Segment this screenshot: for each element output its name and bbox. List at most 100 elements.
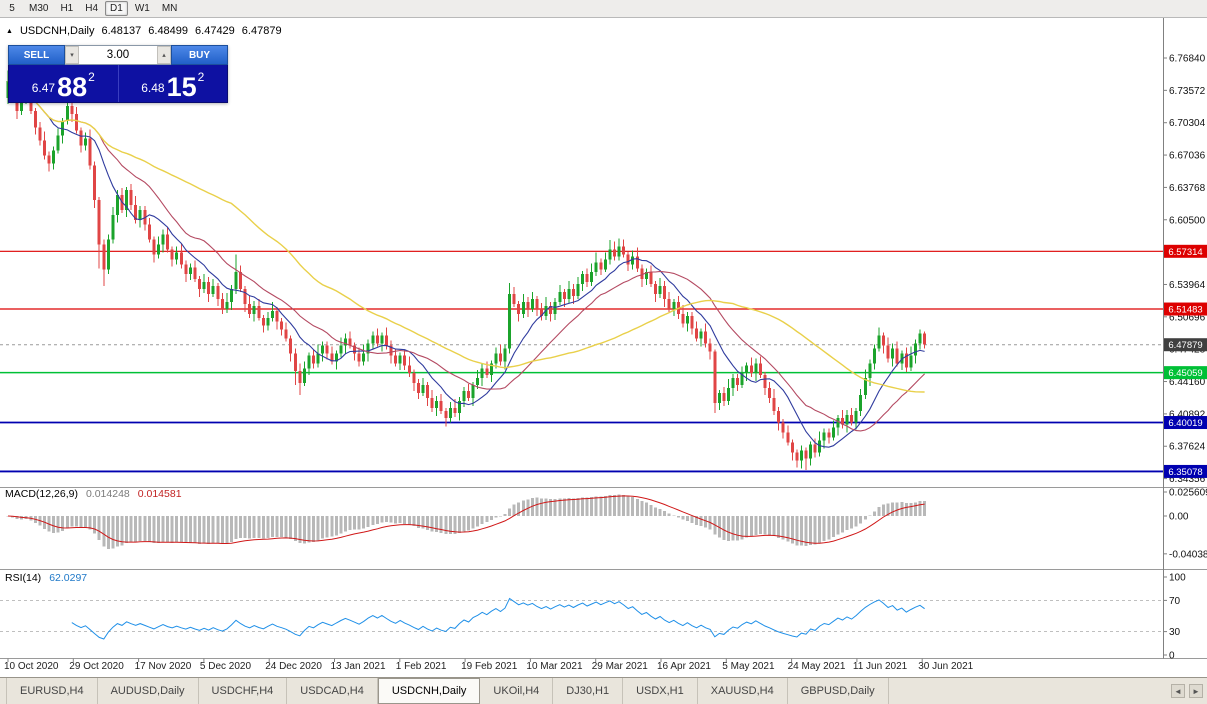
candle-body bbox=[407, 365, 411, 374]
chart-tab-AUDUSD-Daily[interactable]: AUDUSD,Daily bbox=[98, 678, 199, 704]
candle-body bbox=[891, 348, 895, 359]
chart-tab-UKOil-H4[interactable]: UKOil,H4 bbox=[480, 678, 554, 704]
price-axis-label: 6.70304 bbox=[1169, 118, 1206, 129]
candle-body bbox=[312, 355, 316, 364]
macd-signal-line bbox=[7, 495, 925, 544]
candle-body bbox=[562, 292, 566, 299]
buy-price-sup: 2 bbox=[197, 70, 205, 84]
price-level-badge bbox=[1164, 338, 1207, 352]
chart-tab-USDCHF-H4[interactable]: USDCHF,H4 bbox=[199, 678, 288, 704]
candle-body bbox=[375, 335, 379, 344]
candle-body bbox=[147, 224, 151, 240]
candle-body bbox=[909, 355, 913, 368]
price-level-badge-text: 6.47879 bbox=[1168, 340, 1202, 351]
ohlc-open: 6.48137 bbox=[101, 25, 142, 37]
candle-body bbox=[115, 195, 119, 215]
candle-body bbox=[576, 284, 580, 296]
candle-body bbox=[603, 259, 607, 270]
candle-body bbox=[672, 301, 676, 309]
price-axis-label: 6.76840 bbox=[1169, 54, 1206, 65]
symbol-name: USDCNH,Daily bbox=[19, 25, 95, 37]
date-axis-label: 19 Feb 2021 bbox=[461, 661, 518, 672]
candle-body bbox=[129, 190, 133, 205]
candle-body bbox=[234, 272, 238, 290]
chart-tab-USDCNH-Daily[interactable]: USDCNH,Daily bbox=[377, 678, 481, 704]
candle-body bbox=[745, 365, 749, 374]
timeframe-button-W1[interactable]: W1 bbox=[130, 1, 155, 16]
candle-body bbox=[786, 432, 790, 443]
volume-input[interactable]: 3.00 bbox=[106, 49, 130, 61]
candle-body bbox=[882, 335, 886, 346]
timeframe-button-D1[interactable]: D1 bbox=[105, 1, 128, 16]
chart-tab-XAUUSD-H4[interactable]: XAUUSD,H4 bbox=[698, 678, 788, 704]
chart-tab-DJ30-H1[interactable]: DJ30,H1 bbox=[553, 678, 624, 704]
date-axis-label: 30 Jun 2021 bbox=[918, 661, 974, 672]
candle-body bbox=[15, 97, 19, 111]
date-axis[interactable]: 10 Oct 2020 29 Oct 2020 17 Nov 2020 5 Dec 2… bbox=[0, 660, 1163, 674]
candle-body bbox=[20, 96, 24, 111]
timeframe-button-H1[interactable]: H1 bbox=[55, 1, 78, 16]
candle-body bbox=[754, 363, 758, 374]
candle-body bbox=[512, 294, 516, 304]
candle-body bbox=[795, 452, 799, 461]
tabs-scroll-left-icon[interactable]: ◄ bbox=[1171, 684, 1185, 698]
candle-body bbox=[713, 351, 717, 403]
price-axis-label: 6.50696 bbox=[1169, 312, 1206, 323]
chart-tab-USDX-H1[interactable]: USDX,H1 bbox=[623, 678, 698, 704]
candle-body bbox=[170, 249, 174, 260]
candle-body bbox=[325, 345, 329, 354]
moving-average-line bbox=[7, 80, 925, 432]
timeframe-button-MN[interactable]: MN bbox=[157, 1, 183, 16]
chart-tab-USDCAD-H4[interactable]: USDCAD,H4 bbox=[287, 678, 378, 704]
candle-body bbox=[353, 345, 357, 354]
candle-body bbox=[530, 298, 534, 309]
candle-body bbox=[581, 274, 585, 285]
timeframe-button-5[interactable]: 5 bbox=[2, 1, 22, 16]
candle-body bbox=[111, 214, 115, 240]
timeframe-button-H4[interactable]: H4 bbox=[80, 1, 103, 16]
chart-tab-EURUSD-H4[interactable]: EURUSD,H4 bbox=[6, 678, 98, 704]
date-axis-label: 10 Oct 2020 bbox=[4, 661, 59, 672]
candle-body bbox=[904, 353, 908, 368]
chart-window: 6.76840 6.73572 6.70304 6.67036 6.63768 6.605… bbox=[0, 18, 1207, 677]
volume-increase-icon[interactable]: ▴ bbox=[157, 46, 171, 64]
candle-body bbox=[239, 272, 243, 290]
tabs-scroll-right-icon[interactable]: ► bbox=[1189, 684, 1203, 698]
candle-body bbox=[453, 407, 457, 413]
buy-button[interactable]: BUY bbox=[171, 45, 228, 65]
date-axis-label: 5 Dec 2020 bbox=[199, 661, 252, 672]
volume-decrease-icon[interactable]: ▾ bbox=[65, 46, 79, 64]
candle-body bbox=[644, 272, 648, 280]
candle-body bbox=[435, 400, 439, 408]
candle-body bbox=[252, 305, 256, 314]
chart-tab-bar: EURUSD,H4 AUDUSD,Daily USDCHF,H4 USDCAD,H4 U… bbox=[0, 677, 1207, 704]
candle-body bbox=[339, 345, 343, 354]
rsi-name: RSI(14) bbox=[5, 572, 42, 584]
candle-body bbox=[822, 432, 826, 441]
rsi-line bbox=[71, 597, 925, 640]
candle-body bbox=[403, 355, 407, 366]
macd-name: MACD(12,26,9) bbox=[5, 488, 78, 500]
timeframe-button-M30[interactable]: M30 bbox=[24, 1, 53, 16]
date-axis-label: 11 Jun 2021 bbox=[852, 661, 908, 672]
candles-layer bbox=[6, 70, 927, 471]
chart-tabs: EURUSD,H4 AUDUSD,Daily USDCHF,H4 USDCAD,H4 U… bbox=[0, 678, 1207, 704]
candle-body bbox=[88, 138, 92, 166]
candle-body bbox=[243, 289, 247, 304]
chart-tab-GBPUSD-Daily[interactable]: GBPUSD,Daily bbox=[788, 678, 889, 704]
candle-body bbox=[877, 335, 881, 349]
buy-price-display[interactable]: 6.48 15 2 bbox=[119, 65, 228, 102]
macd-histogram bbox=[6, 494, 927, 549]
sell-button[interactable]: SELL bbox=[8, 45, 65, 65]
candle-body bbox=[380, 335, 384, 344]
candle-body bbox=[362, 353, 366, 362]
price-axis-labels: 6.76840 6.73572 6.70304 6.67036 6.63768 6.605… bbox=[1163, 54, 1207, 662]
sell-price-display[interactable]: 6.47 88 2 bbox=[9, 65, 119, 102]
candle-body bbox=[289, 338, 293, 354]
chart-canvas[interactable]: 6.76840 6.73572 6.70304 6.67036 6.63768 6.605… bbox=[0, 18, 1207, 677]
candle-body bbox=[384, 335, 388, 346]
candle-body bbox=[854, 410, 858, 423]
candle-body bbox=[152, 239, 156, 255]
candle-body bbox=[900, 353, 904, 364]
price-level-badge-text: 6.35078 bbox=[1168, 467, 1202, 478]
